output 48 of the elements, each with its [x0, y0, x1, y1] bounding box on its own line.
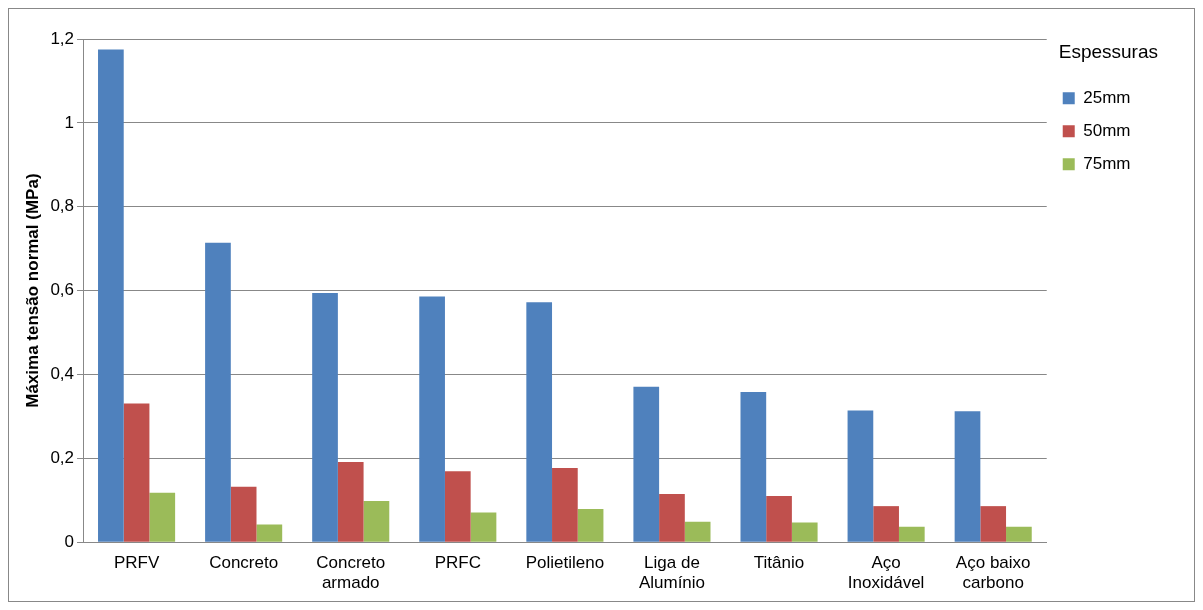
- bar: [230, 486, 257, 542]
- bar: [419, 296, 445, 542]
- bar: [898, 526, 925, 542]
- bar: [363, 501, 390, 542]
- x-tick-label: Polietileno: [525, 553, 605, 573]
- bar: [633, 386, 660, 542]
- x-tick-label: Titânio: [753, 553, 805, 573]
- bar: [1006, 526, 1032, 542]
- bar: [312, 293, 338, 542]
- bar: [791, 522, 818, 542]
- y-tick-label: 0,6: [50, 280, 75, 300]
- bar: [954, 411, 981, 542]
- x-tick-label: Liga de Alumínio: [638, 553, 706, 593]
- bar: [847, 410, 874, 542]
- y-tick-label: 0,4: [50, 364, 75, 384]
- x-tick-label: PRFC: [434, 553, 481, 573]
- x-tick-label: Concreto armado: [316, 553, 386, 593]
- y-tick-label: 1: [64, 112, 75, 132]
- bar: [873, 506, 899, 542]
- bar: [98, 49, 124, 542]
- bar: [740, 392, 767, 542]
- bar: [149, 492, 176, 542]
- bar: [205, 242, 231, 542]
- bar: [577, 509, 604, 542]
- legend-label: 50mm: [1083, 120, 1131, 140]
- bar: [766, 496, 792, 542]
- bar: [980, 506, 1007, 542]
- bar: [123, 403, 150, 542]
- y-tick-label: 0,2: [50, 448, 75, 468]
- bar: [337, 462, 364, 542]
- bar: [659, 493, 685, 542]
- legend-label: 25mm: [1083, 87, 1131, 107]
- y-tick-label: 0: [64, 531, 75, 551]
- y-tick-label: 1,2: [50, 28, 75, 48]
- y-axis-title: Máxima tensão normal (MPa): [22, 173, 42, 408]
- bar: [256, 524, 283, 542]
- bar: [444, 471, 471, 542]
- legend-label: 75mm: [1083, 153, 1131, 173]
- legend-title: Espessuras: [1058, 40, 1159, 62]
- x-tick-label: Aço baixo carbono: [955, 553, 1031, 593]
- y-tick-label: 0,8: [50, 196, 75, 216]
- bar: [684, 521, 711, 542]
- bar: [526, 302, 553, 542]
- x-tick-label: Aço Inoxidável: [847, 553, 925, 593]
- x-tick-label: PRFV: [113, 553, 160, 573]
- bar: [552, 467, 578, 542]
- bar: [470, 512, 497, 542]
- x-tick-label: Concreto: [209, 553, 279, 573]
